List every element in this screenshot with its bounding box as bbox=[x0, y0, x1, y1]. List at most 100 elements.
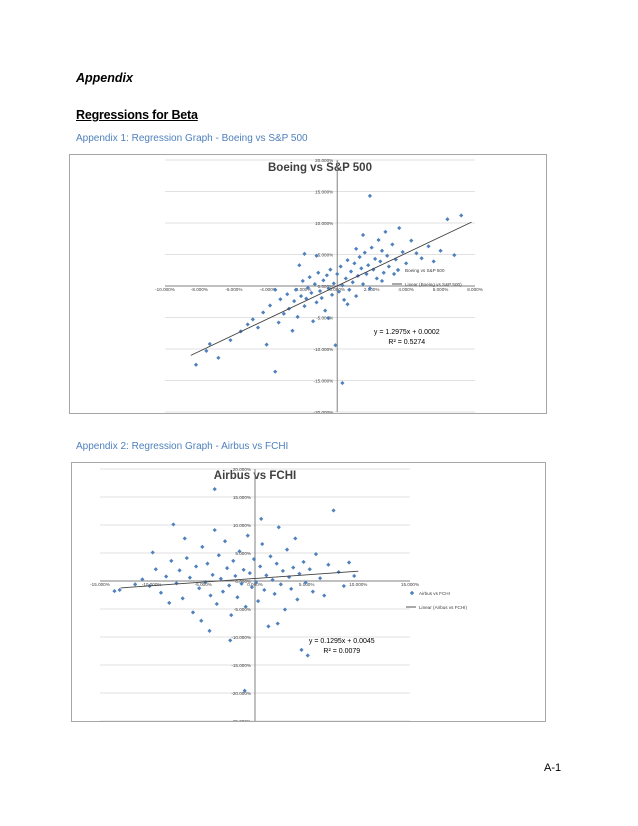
data-point bbox=[323, 308, 328, 313]
data-point bbox=[426, 244, 431, 249]
data-point bbox=[338, 264, 343, 269]
data-point bbox=[285, 292, 290, 297]
data-point bbox=[295, 597, 300, 602]
data-point bbox=[255, 325, 261, 330]
x-tick-label: 15.000% bbox=[401, 582, 419, 587]
trendline bbox=[190, 221, 472, 356]
data-point bbox=[357, 254, 362, 260]
y-tick-label: -10.000% bbox=[314, 347, 334, 352]
data-point bbox=[227, 583, 232, 588]
data-point bbox=[350, 280, 355, 285]
data-point bbox=[235, 595, 240, 600]
data-point bbox=[343, 276, 348, 281]
data-point bbox=[272, 591, 277, 596]
data-point bbox=[292, 299, 297, 304]
data-point bbox=[278, 582, 283, 587]
data-point bbox=[319, 295, 324, 301]
data-point bbox=[316, 270, 321, 275]
data-point bbox=[282, 607, 288, 612]
data-point bbox=[242, 688, 247, 693]
data-point bbox=[391, 271, 397, 277]
data-point bbox=[379, 248, 385, 253]
data-point bbox=[307, 275, 312, 280]
data-point bbox=[419, 256, 424, 261]
data-point bbox=[262, 587, 267, 593]
data-point bbox=[352, 261, 357, 266]
data-point bbox=[278, 297, 283, 302]
data-point bbox=[117, 587, 122, 593]
y-tick-label: 10.000% bbox=[233, 523, 251, 528]
data-point bbox=[276, 320, 281, 325]
data-point bbox=[348, 269, 354, 274]
data-point bbox=[112, 588, 117, 594]
data-point bbox=[378, 259, 383, 264]
data-point bbox=[326, 286, 331, 291]
data-point bbox=[381, 270, 386, 275]
data-point bbox=[193, 362, 199, 367]
x-tick-label: 6.000% bbox=[433, 287, 449, 292]
data-point bbox=[321, 278, 326, 283]
y-tick-label: -10.000% bbox=[231, 635, 251, 640]
data-point bbox=[336, 569, 341, 575]
x-tick-label: -10.000% bbox=[155, 287, 175, 292]
data-point bbox=[291, 565, 296, 570]
x-tick-label: -10.000% bbox=[142, 582, 162, 587]
x-tick-label: -5.000% bbox=[195, 582, 212, 587]
data-point bbox=[225, 566, 230, 571]
data-point bbox=[324, 273, 329, 278]
data-point bbox=[360, 232, 366, 238]
data-point bbox=[326, 316, 331, 321]
airbus-chart: Airbus vs FCHI -25.000% -20.000% -15.000% -1… bbox=[71, 462, 546, 722]
y-tick-label: -5.000% bbox=[234, 607, 251, 612]
data-point bbox=[259, 516, 264, 521]
data-point bbox=[256, 599, 261, 604]
y-tick-label: -20.000% bbox=[231, 691, 251, 696]
data-point bbox=[200, 544, 205, 549]
data-point bbox=[228, 338, 233, 343]
data-point bbox=[207, 628, 212, 633]
data-point bbox=[182, 536, 187, 541]
data-point bbox=[302, 251, 307, 256]
data-point bbox=[194, 564, 199, 569]
data-point bbox=[190, 610, 196, 615]
x-tick-label: -2.000% bbox=[294, 287, 311, 292]
data-point bbox=[314, 300, 319, 305]
data-point bbox=[366, 263, 371, 268]
data-point bbox=[253, 580, 259, 585]
x-tick-label: 8.000% bbox=[467, 287, 483, 292]
y-tick-label: 20.000% bbox=[233, 467, 251, 472]
data-point bbox=[371, 267, 376, 272]
y-tick-label: 15.000% bbox=[233, 495, 251, 500]
data-point bbox=[199, 618, 204, 623]
data-point bbox=[328, 267, 333, 272]
data-point bbox=[273, 369, 278, 374]
data-point bbox=[310, 589, 315, 594]
data-point bbox=[354, 246, 359, 251]
data-point bbox=[150, 550, 155, 555]
data-point bbox=[140, 577, 145, 582]
data-point bbox=[331, 508, 336, 513]
data-point bbox=[280, 568, 285, 574]
y-tick-label: -15.000% bbox=[314, 379, 334, 384]
data-point bbox=[133, 582, 138, 587]
data-point bbox=[228, 638, 233, 643]
data-point bbox=[346, 560, 352, 565]
data-point bbox=[313, 552, 319, 557]
data-point bbox=[376, 237, 381, 243]
data-point bbox=[261, 310, 266, 315]
x-tick-label: 2.000% bbox=[364, 287, 380, 292]
data-point bbox=[284, 547, 290, 552]
data-point bbox=[404, 261, 409, 266]
data-point bbox=[212, 487, 217, 492]
airbus-chart-svg: Airbus vs FCHI -25.000% -20.000% -15.000% -1… bbox=[90, 467, 467, 721]
data-point bbox=[174, 581, 179, 586]
data-point bbox=[369, 245, 374, 250]
data-point bbox=[326, 562, 331, 567]
data-point bbox=[431, 259, 436, 264]
x-tick-label: -6.000% bbox=[225, 287, 242, 292]
data-point bbox=[153, 567, 158, 572]
data-point bbox=[167, 600, 172, 605]
data-point bbox=[233, 573, 238, 579]
data-point bbox=[245, 322, 250, 327]
data-point bbox=[305, 653, 310, 658]
